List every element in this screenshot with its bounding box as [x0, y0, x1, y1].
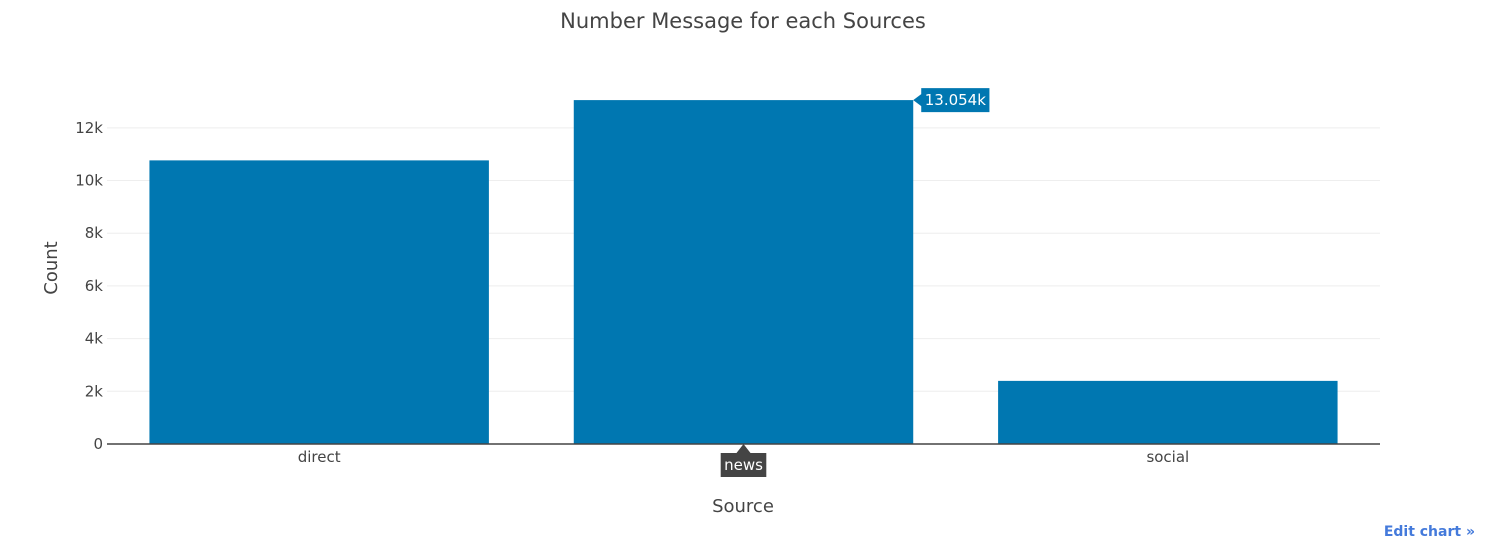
- y-tick-label: 8k: [85, 224, 104, 242]
- x-tick-label: direct: [298, 448, 341, 466]
- y-tick-label: 6k: [85, 277, 104, 295]
- bar-social[interactable]: [998, 380, 1338, 444]
- bars: [149, 100, 1338, 444]
- y-tick-label: 12k: [75, 119, 103, 137]
- edit-chart-link[interactable]: Edit chart »: [1383, 524, 1475, 540]
- y-axis-title: Count: [41, 241, 62, 294]
- y-tick-label: 10k: [75, 172, 103, 190]
- hover-category-label: news: [724, 456, 763, 474]
- x-axis-title: Source: [712, 496, 774, 517]
- y-tick-label: 4k: [85, 330, 104, 348]
- bar-news[interactable]: [573, 100, 914, 444]
- hover-category-box: [720, 444, 767, 477]
- hover-value-box: [913, 88, 990, 113]
- chart-title: Number Message for each Sources: [560, 9, 926, 33]
- bar-direct[interactable]: [149, 160, 489, 444]
- y-tick-label: 0: [93, 435, 103, 453]
- hover-labels: 13.054k news: [720, 88, 990, 477]
- hover-value-label: 13.054k: [925, 91, 986, 109]
- y-tick-label: 2k: [85, 382, 104, 400]
- x-tick-label: social: [1146, 448, 1189, 466]
